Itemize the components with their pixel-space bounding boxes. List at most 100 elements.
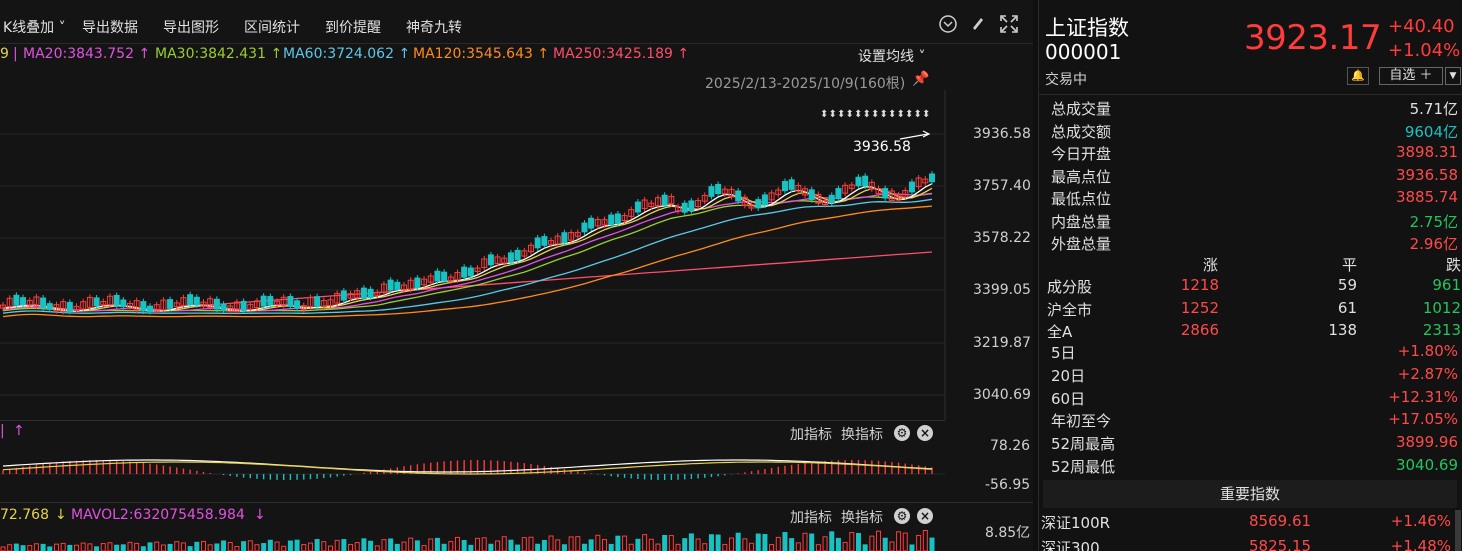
svg-text:⬍: ⬍ — [863, 109, 871, 120]
stat-label: 最低点位 — [1051, 190, 1112, 208]
fullscreen-icon[interactable] — [998, 14, 1020, 36]
index-change-percent: +1.04% — [1388, 40, 1461, 61]
important-index-row[interactable]: 深证300 5825.15 +1.48% — [1039, 537, 1462, 551]
y-axis-label: 3040.69 — [973, 387, 1031, 403]
stat-value: 9604亿 — [1404, 122, 1458, 141]
performance-label: 20日 — [1051, 366, 1086, 385]
candlestick-chart[interactable]: ⬍ ⬍ ⬍ ⬍ ⬍ ⬍ ⬍ ⬍ ⬍ ⬍ ⬍ ⬍ ⬍ — [0, 90, 1033, 420]
export-chart-button[interactable]: 导出图形 — [163, 20, 219, 36]
stat-label: 今日开盘 — [1051, 145, 1112, 163]
breadth-header: 涨平跌 — [1039, 254, 1462, 276]
date-range-label: 2025/2/13-2025/10/9(160根) — [705, 76, 906, 92]
performance-value: +12.31% — [1388, 387, 1458, 406]
volume-chart[interactable] — [0, 527, 945, 551]
gear-icon[interactable]: ⚙ — [894, 425, 910, 441]
stat-row: 内盘总量 2.75亿 — [1039, 211, 1462, 233]
svg-text:⬍: ⬍ — [905, 109, 913, 120]
chevron-down-icon[interactable]: ▼ — [1445, 67, 1461, 85]
stats-list: 总成交量 5.71亿总成交额 9604亿今日开盘 3898.31 最高点位 3936.58… — [1039, 94, 1462, 253]
breadth-down: 961 — [1432, 276, 1461, 294]
svg-text:⬍: ⬍ — [837, 109, 845, 120]
performance-label: 60日 — [1051, 389, 1086, 408]
performance-row: 52周最高 3899.96 — [1039, 433, 1462, 455]
chevron-down-icon: ˅ — [54, 20, 66, 36]
breadth-header-down: 跌 — [1445, 256, 1461, 274]
performance-label: 52周最高 — [1051, 435, 1116, 454]
switch-indicator-button[interactable]: 换指标 — [841, 427, 883, 443]
bell-icon[interactable]: 🔔 — [1347, 67, 1369, 85]
svg-text:⬍: ⬍ — [846, 109, 854, 120]
add-indicator-button[interactable]: 加指标 — [790, 427, 832, 443]
kline-overlay-dropdown[interactable]: K线叠加 ˅ — [3, 20, 66, 36]
range-stats-button[interactable]: 区间统计 — [244, 20, 300, 36]
important-index-percent: +1.48% — [1390, 537, 1451, 551]
y-axis-label: 3219.87 — [973, 335, 1031, 351]
performance-row: 20日 +2.87% — [1039, 365, 1462, 387]
price-alert-button[interactable]: 到价提醒 — [325, 20, 381, 36]
chart-area: K线叠加 ˅ 导出数据 导出图形 区间统计 到价提醒 神奇九转 9 | MA20… — [0, 8, 1033, 551]
y-axis-label: 3757.40 — [973, 178, 1031, 194]
gear-icon[interactable]: ⚙ — [894, 508, 910, 524]
switch-indicator-button[interactable]: 换指标 — [841, 510, 883, 526]
brush-icon[interactable] — [967, 14, 989, 36]
breadth-header-flat: 平 — [1341, 256, 1357, 274]
y-axis-label: 3399.05 — [973, 282, 1031, 298]
performance-value: 3899.96 — [1395, 433, 1458, 452]
macd-y-label: -56.95 — [985, 477, 1031, 493]
volume-y-label: 8.85亿 — [985, 525, 1031, 541]
close-icon[interactable]: × — [917, 425, 933, 441]
svg-text:⬍: ⬍ — [922, 109, 930, 120]
macd-chart[interactable] — [0, 442, 945, 502]
ma-settings-dropdown[interactable]: 设置均线 ˅ — [858, 49, 926, 65]
ma20-label: MA20:3843.752 ↑ — [23, 46, 151, 62]
chart-toolbar: K线叠加 ˅ 导出数据 导出图形 区间统计 到价提醒 神奇九转 — [0, 8, 1033, 44]
index-code: 000001 — [1045, 40, 1122, 64]
ma120-label: MA120:3545.643 ↑ — [413, 46, 550, 62]
add-indicator-button[interactable]: 加指标 — [790, 510, 832, 526]
important-index-row[interactable]: 深证100R 8569.61 +1.46% — [1039, 512, 1462, 536]
breadth-flat: 138 — [1328, 321, 1357, 339]
stat-value: 2.75亿 — [1409, 212, 1458, 231]
close-icon[interactable]: × — [917, 508, 933, 524]
breadth-label: 全A — [1047, 323, 1073, 341]
performance-label: 年初至今 — [1051, 412, 1112, 431]
breadth-down: 2313 — [1422, 321, 1461, 339]
breadth-label: 沪全市 — [1047, 300, 1093, 319]
performance-value: +2.87% — [1397, 364, 1458, 383]
svg-text:⬍: ⬍ — [880, 109, 888, 120]
stat-value: 3898.31 — [1395, 143, 1458, 161]
quote-panel: 上证指数 000001 交易中 3923.17 +40.40 +1.04% 🔔 … — [1038, 0, 1462, 551]
mavol2-label: MAVOL2:632075458.984 — [71, 507, 245, 523]
stat-row: 总成交量 5.71亿 — [1039, 98, 1462, 120]
stat-row: 总成交额 9604亿 — [1039, 121, 1462, 143]
mavol2-arrow: ↓ — [254, 507, 266, 523]
stat-label: 总成交额 — [1051, 122, 1112, 141]
scrollbar[interactable] — [1455, 510, 1461, 551]
breadth-down: 1012 — [1422, 298, 1461, 317]
stat-value: 5.71亿 — [1409, 100, 1458, 118]
export-data-button[interactable]: 导出数据 — [82, 20, 138, 36]
pin-icon[interactable]: 📌 — [912, 71, 930, 87]
svg-text:⬍: ⬍ — [888, 109, 896, 120]
performance-row: 52周最低 3040.69 — [1039, 456, 1462, 478]
svg-text:⬍: ⬍ — [820, 109, 828, 120]
index-name: 上证指数 — [1045, 16, 1129, 40]
y-axis-label: 3578.22 — [973, 230, 1031, 246]
chevron-down-icon: ˅ — [914, 49, 926, 65]
important-index-price: 8569.61 — [1249, 512, 1312, 530]
breadth-up: 1252 — [1180, 298, 1219, 317]
ma60-label: MA60:3724.062 ↑ — [283, 46, 411, 62]
ma30-label: MA30:3842.431 ↑ — [155, 46, 283, 62]
stat-value: 3885.74 — [1395, 188, 1458, 206]
important-indices-header: 重要指数 — [1043, 480, 1457, 508]
collapse-circle-icon[interactable] — [937, 14, 959, 36]
ma-swatch-arrow: | — [13, 46, 18, 62]
stat-row: 最高点位 3936.58 — [1039, 166, 1462, 188]
magic-nine-button[interactable]: 神奇九转 — [406, 20, 462, 36]
performance-row: 5日 +1.80% — [1039, 342, 1462, 364]
index-change: +40.40 — [1388, 16, 1455, 37]
mavol1-arrow: ↓ — [55, 507, 67, 523]
stat-label: 外盘总量 — [1051, 235, 1112, 253]
add-watchlist-button[interactable]: 自选 ＋ — [1379, 67, 1443, 85]
